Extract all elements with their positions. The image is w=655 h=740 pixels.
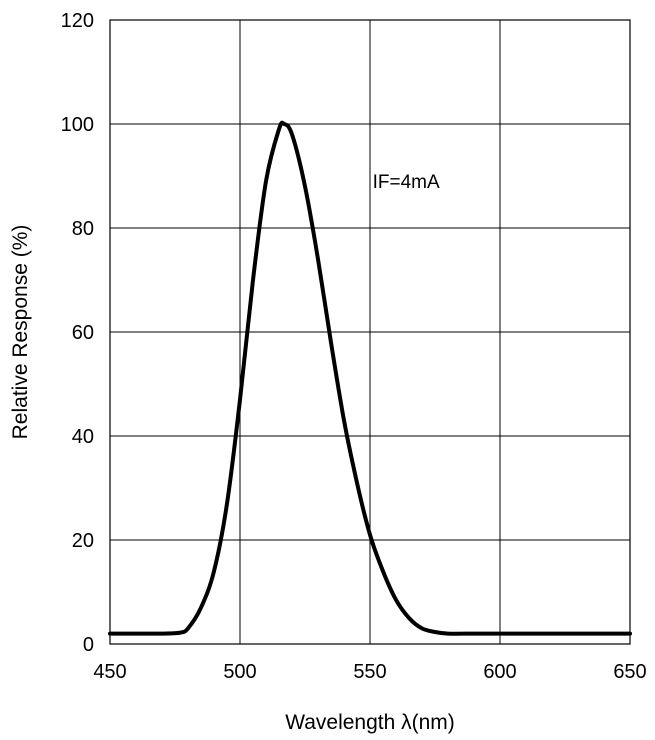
y-tick-label: 120 <box>61 10 94 32</box>
y-tick-label: 100 <box>61 114 94 136</box>
x-tick-label: 600 <box>483 661 516 683</box>
x-tick-label: 450 <box>93 661 126 683</box>
x-tick-label: 550 <box>353 661 386 683</box>
x-axis-title: Wavelength λ(nm) <box>285 711 455 734</box>
y-axis-title: Relative Response (%) <box>9 225 32 440</box>
y-tick-label: 0 <box>83 634 94 656</box>
y-tick-label: 40 <box>72 426 94 448</box>
tick-labels: 450 500 550 600 650 0 20 40 60 80 100 120 <box>61 10 647 683</box>
series-line <box>108 120 632 636</box>
annotation-label: IF=4mA <box>373 172 440 193</box>
y-tick-label: 80 <box>72 218 94 240</box>
plot-area-frame <box>109 19 631 645</box>
x-tick-label: 650 <box>613 661 646 683</box>
y-tick-label: 20 <box>72 530 94 552</box>
grid <box>110 20 630 644</box>
x-tick-label: 500 <box>223 661 256 683</box>
y-tick-label: 60 <box>72 322 94 344</box>
